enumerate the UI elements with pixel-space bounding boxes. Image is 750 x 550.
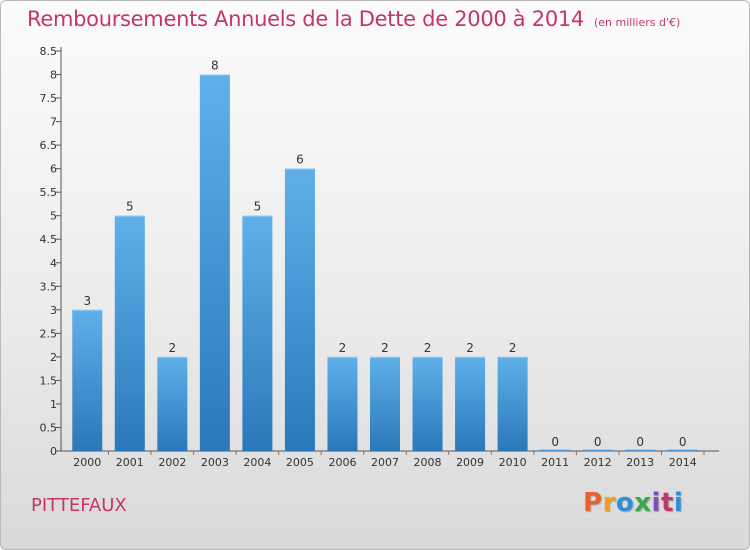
y-tick-label: 0 [50, 445, 57, 458]
bar-2004 [242, 215, 273, 451]
bar-2002 [157, 356, 188, 451]
value-label: 0 [636, 435, 644, 449]
y-tick-label: 7 [50, 116, 57, 129]
x-tick-label: 2011 [541, 456, 569, 469]
value-label: 8 [211, 59, 219, 73]
value-label: 2 [466, 341, 474, 355]
y-tick-label: 1.5 [40, 374, 58, 387]
value-label: 2 [424, 341, 432, 355]
value-label: 0 [679, 435, 687, 449]
logo-letter: i [651, 488, 661, 518]
bar-2003 [199, 74, 230, 451]
x-tick-label: 2009 [456, 456, 484, 469]
unit-note: (en milliers d'€) [594, 16, 681, 29]
y-tick-label: 8.5 [40, 45, 58, 58]
bar-2006 [327, 356, 358, 451]
y-tick-label: 6.5 [40, 139, 58, 152]
y-tick-label: 4.5 [40, 233, 58, 246]
y-tick-label: 4 [50, 257, 57, 270]
x-tick-label: 2006 [328, 456, 356, 469]
value-label: 2 [509, 341, 517, 355]
value-label: 2 [169, 341, 177, 355]
bar-2009 [455, 356, 486, 451]
x-tick-label: 2013 [626, 456, 654, 469]
x-tick-label: 2012 [584, 456, 612, 469]
commune-name: PITTEFAUX [31, 495, 127, 516]
logo-letter: o [615, 488, 635, 518]
y-tick-label: 2.5 [40, 327, 58, 340]
value-label: 5 [126, 200, 134, 214]
x-tick-label: 2007 [371, 456, 399, 469]
bar-2007 [370, 356, 400, 451]
bar-2001 [114, 215, 145, 451]
value-label: 2 [381, 341, 389, 355]
x-tick-label: 2002 [158, 456, 186, 469]
y-tick-label: 5 [50, 210, 57, 223]
bar-2005 [284, 168, 315, 451]
logo-letter: r [602, 488, 616, 518]
bar-2008 [412, 356, 443, 451]
y-tick-label: 1 [50, 398, 57, 411]
x-tick-label: 2005 [286, 456, 314, 469]
logo-letter: x [634, 488, 652, 518]
value-label: 6 [296, 153, 304, 167]
value-label: 2 [339, 341, 347, 355]
bar-2010 [497, 356, 528, 451]
y-tick-label: 3.5 [40, 280, 58, 293]
y-tick-label: 3 [50, 304, 57, 317]
x-tick-label: 2010 [499, 456, 527, 469]
value-label: 0 [594, 435, 602, 449]
y-tick-label: 7.5 [40, 92, 58, 105]
bar-2000 [72, 309, 103, 451]
y-tick-label: 5.5 [40, 186, 58, 199]
logo-letter: P [583, 488, 603, 518]
x-tick-label: 2001 [116, 456, 144, 469]
y-tick-label: 6 [50, 163, 57, 176]
logo-letter: t [660, 488, 674, 518]
chart-title: Remboursements Annuels de la Dette de 20… [27, 7, 680, 31]
y-tick-label: 0.5 [40, 421, 58, 434]
chart-title-text: Remboursements Annuels de la Dette de 20… [27, 7, 584, 31]
bar-layer: 3 5 2 8 5 6 2 2 2 2 2 0 0 0 0 [72, 59, 698, 452]
value-label: 3 [83, 294, 91, 308]
axis-layer: 00.511.522.533.544.555.566.577.588.52000… [40, 45, 719, 469]
x-tick-label: 2014 [669, 456, 697, 469]
x-tick-label: 2000 [73, 456, 101, 469]
proxiti-logo: Proxiti [583, 488, 683, 518]
x-tick-label: 2003 [201, 456, 229, 469]
value-label: 0 [551, 435, 559, 449]
x-tick-label: 2004 [243, 456, 271, 469]
y-tick-label: 8 [50, 69, 57, 82]
value-label: 5 [254, 200, 262, 214]
logo-letter: i [673, 488, 684, 518]
y-tick-label: 2 [50, 351, 57, 364]
x-tick-label: 2008 [414, 456, 442, 469]
